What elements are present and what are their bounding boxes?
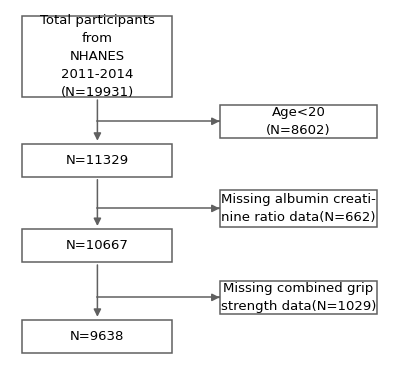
FancyBboxPatch shape bbox=[220, 105, 377, 138]
Text: Missing albumin creati-
nine ratio data(N=662): Missing albumin creati- nine ratio data(… bbox=[221, 193, 376, 224]
FancyBboxPatch shape bbox=[220, 281, 377, 314]
FancyBboxPatch shape bbox=[22, 144, 172, 177]
Text: N=9638: N=9638 bbox=[70, 330, 124, 343]
FancyBboxPatch shape bbox=[220, 190, 377, 227]
Text: Missing combined grip
strength data(N=1029): Missing combined grip strength data(N=10… bbox=[221, 282, 376, 313]
FancyBboxPatch shape bbox=[22, 15, 172, 97]
Text: Total participants
from
NHANES
2011-2014
(N=19931): Total participants from NHANES 2011-2014… bbox=[40, 14, 155, 99]
Text: Age<20
(N=8602): Age<20 (N=8602) bbox=[266, 106, 331, 137]
Text: N=11329: N=11329 bbox=[66, 154, 129, 167]
FancyBboxPatch shape bbox=[22, 320, 172, 353]
FancyBboxPatch shape bbox=[22, 229, 172, 262]
Text: N=10667: N=10667 bbox=[66, 239, 129, 252]
